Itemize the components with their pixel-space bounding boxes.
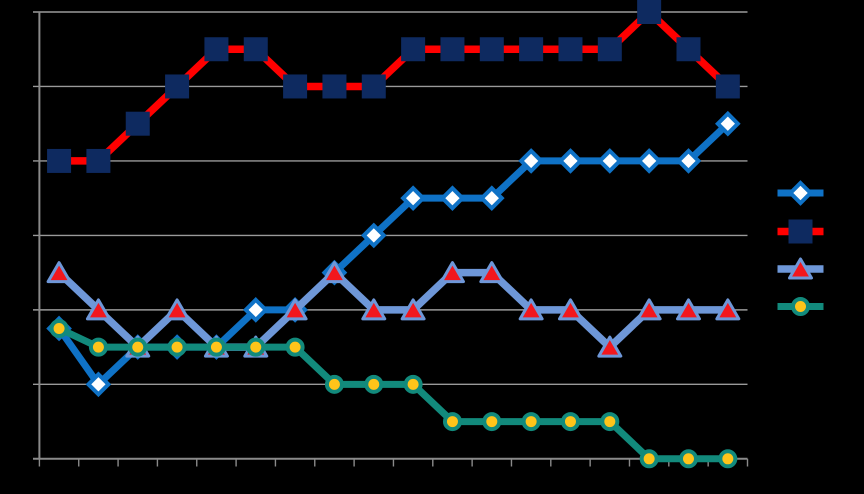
triangle-series-marker-2: [85, 298, 111, 321]
circle-series-marker-4: [167, 337, 187, 357]
circle-series-marker-8: [324, 374, 344, 394]
diamond-series-marker-16: [636, 148, 662, 174]
triangle-series-marker-15: [597, 335, 623, 358]
circle-series-marker-10: [403, 374, 423, 394]
circle-series-marker-16: [639, 449, 659, 469]
triangle-series-marker-11: [439, 261, 465, 284]
triangle-series-marker-13: [518, 298, 544, 321]
diamond-series-marker-15: [596, 148, 623, 174]
circle-series-marker-6: [246, 337, 266, 357]
triangle-series-marker-10: [400, 298, 426, 321]
diamond-series-marker-9: [360, 222, 387, 249]
square-series-marker-6: [243, 37, 268, 62]
circle-series-marker-12: [482, 412, 502, 432]
square-series-marker-3: [125, 111, 150, 136]
diamond-series-marker-legend: [787, 180, 814, 206]
circle-series-marker-9: [364, 374, 384, 394]
diamond-series-marker-14: [557, 148, 584, 174]
circle-series-marker-3: [128, 337, 148, 357]
triangle-series-marker-8: [321, 261, 347, 284]
diamond-series-marker-13: [518, 148, 544, 174]
triangle-series-marker-4: [164, 298, 190, 321]
diamond-series-marker-10: [400, 185, 426, 211]
square-series-marker-14: [558, 37, 583, 62]
circle-series-marker-15: [600, 412, 620, 432]
square-series-marker-2: [86, 148, 111, 173]
square-series-marker-15: [597, 37, 622, 62]
circle-series-marker-1: [49, 318, 69, 338]
square-series-marker-7: [283, 74, 308, 99]
square-series-marker-1: [47, 148, 72, 173]
square-series-marker-16: [637, 0, 662, 24]
circle-series-marker-2: [88, 337, 108, 357]
triangle-series-marker-14: [557, 298, 583, 321]
circle-series-marker-13: [521, 412, 541, 432]
square-series-marker-5: [204, 37, 229, 62]
circle-series-marker-11: [442, 412, 462, 432]
square-series-marker-4: [165, 74, 190, 99]
circle-series-marker-14: [560, 412, 580, 432]
square-series-marker-9: [361, 74, 386, 99]
triangle-series-marker-18: [715, 298, 741, 321]
triangle-series-marker-1: [46, 261, 72, 284]
circle-series-marker-17: [678, 449, 698, 469]
square-series-marker-12: [479, 37, 504, 62]
square-series-marker-18: [715, 74, 740, 99]
square-series-marker-legend: [788, 219, 813, 244]
circle-series-marker-5: [206, 337, 226, 357]
diamond-series-marker-12: [478, 185, 505, 211]
circle-series-marker-legend: [791, 297, 810, 316]
triangle-series-marker-12: [479, 261, 505, 284]
square-series-marker-10: [401, 37, 426, 62]
circle-series-marker-18: [718, 449, 738, 469]
triangle-series-marker-7: [282, 298, 308, 321]
triangle-series-marker-17: [675, 298, 701, 321]
square-series-marker-8: [322, 74, 347, 99]
diamond-series-marker-18: [715, 110, 741, 137]
diamond-series-marker-2: [85, 371, 112, 398]
diamond-series-marker-6: [242, 297, 269, 323]
diamond-series-marker-17: [675, 148, 702, 174]
square-series-marker-11: [440, 37, 465, 62]
triangle-series-marker-legend: [788, 257, 813, 280]
square-series-marker-17: [676, 37, 701, 62]
square-series-marker-13: [519, 37, 544, 62]
triangle-series-marker-9: [361, 298, 387, 321]
diamond-series-marker-11: [439, 185, 466, 211]
circle-series-marker-7: [285, 337, 305, 357]
triangle-series-marker-16: [636, 298, 662, 321]
